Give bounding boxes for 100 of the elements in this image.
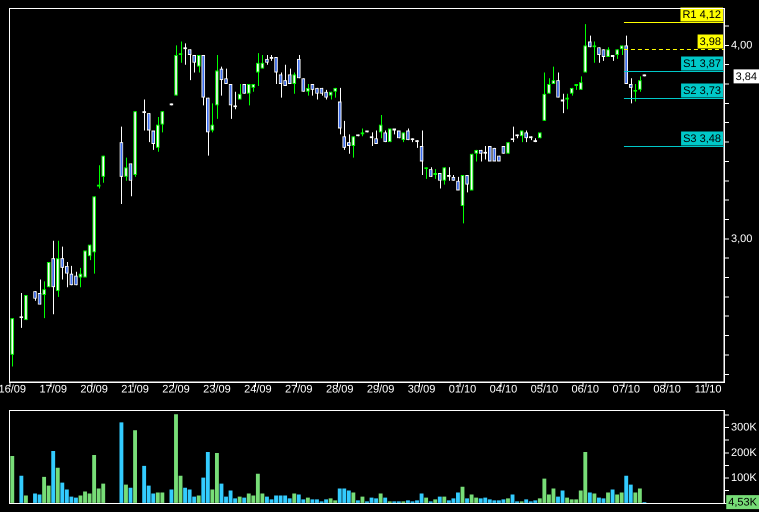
bar [424,498,428,503]
candlestick [246,84,251,106]
bar [356,500,360,503]
bar [592,494,596,503]
bar [638,488,642,503]
bar [42,476,46,503]
bar [242,498,246,503]
bar [142,466,146,503]
text: 3,84 [736,70,758,83]
bar [524,499,528,503]
candlestick [224,68,228,85]
bar [610,489,615,503]
bar [19,476,24,503]
bar [124,484,128,503]
candlestick [220,66,224,96]
x-tick-label: 27/09 [285,384,313,396]
x-tick-label: 22/09 [162,384,190,396]
x-tick-label: 24/09 [244,384,272,396]
candlestick [374,130,378,145]
candlestick [288,68,292,85]
bar [160,492,164,503]
candlestick [628,78,633,104]
x-tick-label: 01/10 [448,384,476,396]
bar [238,496,242,503]
x-tick-label: 23/09 [203,384,231,396]
bar [346,490,351,503]
candlestick [597,46,601,64]
x-tick-label: 06/10 [572,384,600,396]
bar [338,488,342,503]
text: 4,53K [728,496,758,509]
candlestick [433,168,438,180]
bar [383,498,388,503]
bar [56,468,60,503]
bar [246,494,251,503]
bar [483,498,488,503]
bar [360,496,364,503]
candlestick [42,280,46,319]
bar [24,496,28,503]
bar [506,498,510,503]
y-tick-label: 3,00 [731,232,752,245]
bar [51,451,56,503]
bar [306,498,310,503]
x-tick-label: 30/09 [408,384,436,396]
candlestick [547,78,551,94]
candlestick [388,128,392,143]
x-tick-label: 11/10 [694,384,722,396]
candlestick [420,130,424,176]
bar [615,494,620,503]
candlestick [456,176,460,191]
candlestick [156,116,160,152]
x-tick-label: 21/09 [121,384,149,396]
bar [292,494,296,503]
candlestick [70,265,74,286]
candlestick [228,84,232,120]
bar [170,489,174,503]
bar [470,494,474,503]
bar [351,492,356,503]
candlestick [578,76,583,90]
y-tick-label: 100K [731,472,758,484]
candlestick [60,246,64,280]
candlestick [265,54,269,66]
candlestick [278,72,282,98]
candlestick [556,72,560,98]
candlestick [310,84,314,96]
bar [10,456,14,503]
y-tick-label: 4,00 [731,39,752,52]
candlestick [342,120,346,150]
ref-line-label: S2 3,73 [683,85,721,98]
bar [533,500,538,503]
bar [206,452,210,503]
bar [442,496,446,503]
x-tick-label: 28/09 [326,384,354,396]
bar [588,492,592,503]
ref-line-label: S1 3,87 [683,58,721,70]
bar [378,494,383,503]
bar [465,498,469,503]
bar [183,488,188,503]
ref-line-label: 3,98 [700,36,722,48]
candlestick [346,134,351,154]
x-tick-label: 08/10 [653,384,681,396]
x-tick-label: 07/10 [612,384,640,396]
bar [119,422,124,503]
bar [133,430,137,503]
candlestick [442,166,446,186]
bar [460,486,464,503]
x-tick-label: 05/10 [530,384,558,396]
candlestick [488,145,492,162]
ref-line-label: R1 4,12 [682,9,722,22]
candlestick [151,130,156,150]
y-tick-label: 200K [731,446,758,459]
bar [565,498,570,503]
x-tick-label: 04/10 [490,384,518,396]
candlestick [274,56,278,85]
bar [624,476,628,503]
x-tick-label: 17/09 [39,384,67,396]
bar [214,453,219,503]
x-tick-label: 29/09 [366,384,394,396]
candlestick [606,46,610,58]
bar [342,488,346,503]
candlestick [465,174,469,193]
